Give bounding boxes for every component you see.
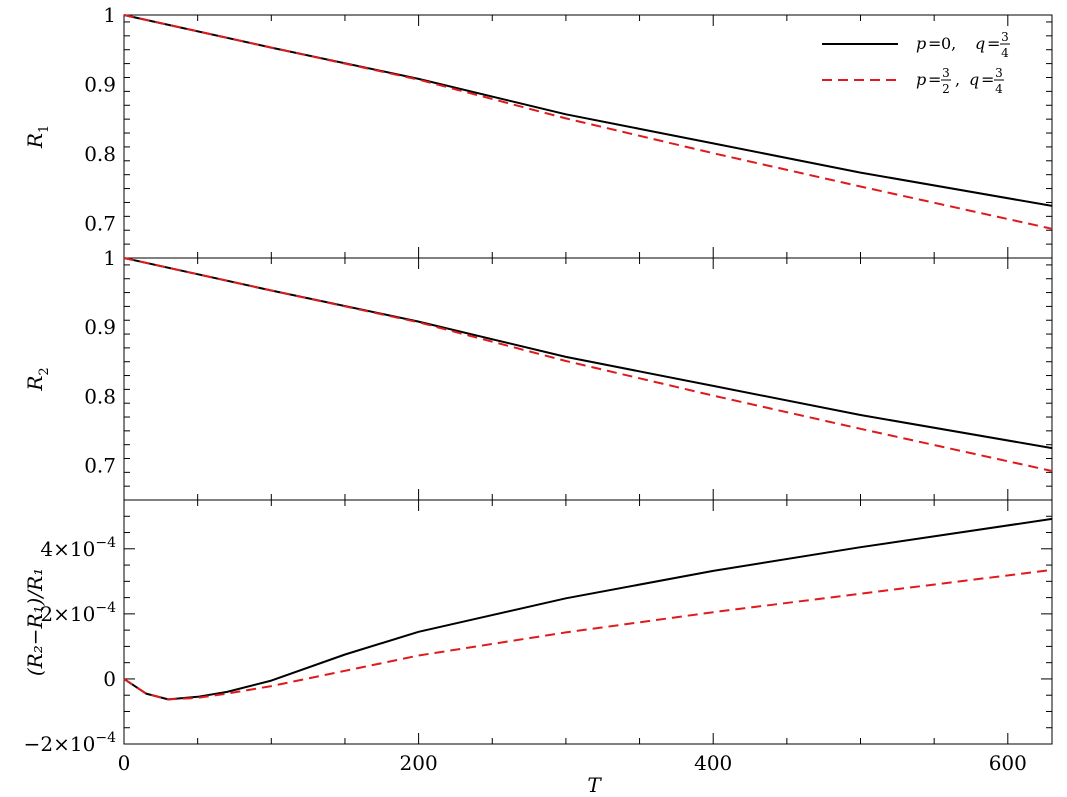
series-line-p0 (123, 517, 1053, 701)
legend-eq: = (987, 34, 1000, 53)
x-axis-title: T (587, 773, 602, 797)
legend-q-num: 3 (1001, 30, 1009, 44)
series-line-p0 (123, 257, 1053, 450)
y-tick-label: 0.9 (84, 315, 116, 339)
y-axis-title: R1 (23, 125, 52, 149)
x-tick-label: 400 (694, 751, 732, 775)
series-line-p32 (123, 14, 1053, 230)
y-tick-label: 1 (103, 246, 116, 270)
x-tick-label: 200 (400, 751, 438, 775)
x-tick-label: 0 (118, 751, 131, 775)
legend-p-label: p (916, 34, 926, 53)
y-axis-title: (R₂−R₁)/R₁ (23, 568, 47, 676)
legend: p = 0, q = 34p = 32, q = 34 (822, 30, 1010, 96)
y-tick-label: 1 (103, 3, 116, 27)
y-tick-label: 0.8 (84, 142, 116, 166)
panel-frame (123, 257, 1053, 501)
y-tick-label: 0.7 (84, 453, 116, 477)
y-tick-label: 0.8 (84, 384, 116, 408)
legend-p-label: p (916, 70, 926, 89)
legend-p-value: 0, (941, 34, 956, 53)
y-tick-label: 2×10−4 (40, 600, 116, 626)
panel-diff: −2×10−4 0 2×10−4 4×10−4 (R₂−R₁)/R₁ (23, 499, 1053, 756)
legend-q-num: 3 (995, 66, 1003, 80)
series-line-p0 (123, 14, 1053, 207)
legend-q-label: q (975, 34, 985, 53)
y-tick-label: 0 (103, 667, 116, 691)
legend-q-den: 4 (995, 82, 1003, 96)
panel-frame (123, 499, 1053, 745)
panel-r2: 0.7 0.8 0.9 1 R2 (23, 246, 1053, 501)
legend-q-den: 4 (1001, 46, 1009, 60)
x-tick-label: 600 (989, 751, 1027, 775)
panel-frame (123, 14, 1053, 259)
legend-eq: = (928, 70, 941, 89)
series-line-p32 (123, 568, 1053, 701)
y-tick-label: −2×10−4 (24, 730, 116, 756)
series-line-p32 (123, 257, 1053, 472)
panel-r1: 0.7 0.8 0.9 1 R1 (23, 3, 1053, 259)
legend-p-num: 3 (942, 66, 950, 80)
legend-p-den: 2 (942, 82, 950, 96)
y-tick-label: 4×10−4 (40, 535, 116, 561)
legend-eq: = (981, 70, 994, 89)
legend-q-label: q (969, 70, 979, 89)
y-tick-label: 0.7 (84, 211, 116, 235)
legend-eq: = (928, 34, 941, 53)
y-axis-title: R2 (23, 367, 52, 391)
legend-comma: , (955, 70, 960, 89)
y-tick-label: 0.9 (84, 72, 116, 96)
